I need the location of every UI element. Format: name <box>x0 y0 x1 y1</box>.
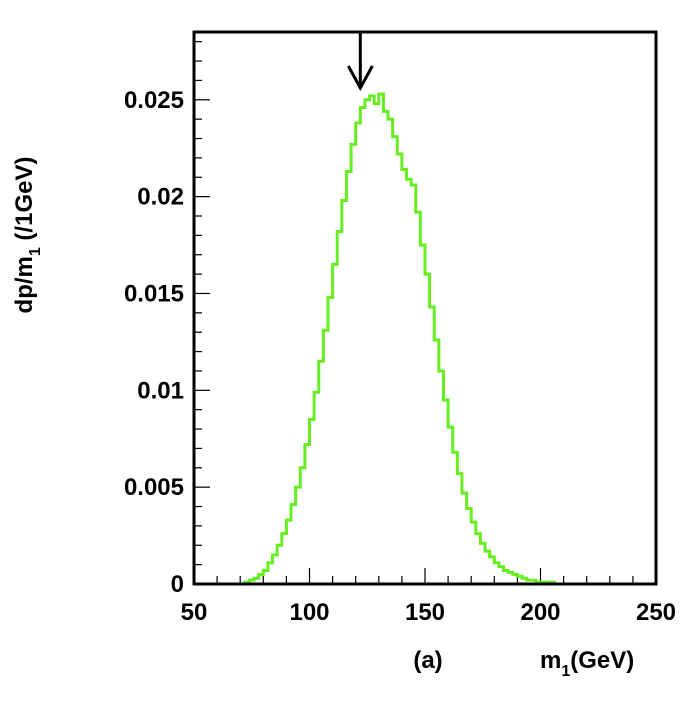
y-minor-ticks <box>194 41 210 585</box>
y-axis-title: dp/m1 (/1GeV) <box>11 157 44 314</box>
y-tick-label: 0.02 <box>137 184 184 211</box>
x-tick-label: 150 <box>405 599 445 626</box>
peak-marker-arrow <box>347 32 374 92</box>
x-tick-label: 100 <box>289 599 329 626</box>
x-tick-label: 250 <box>636 599 676 626</box>
y-tick-label: 0 <box>171 571 184 598</box>
y-tick-label: 0.025 <box>124 87 184 114</box>
y-tick-label: 0.005 <box>124 474 184 501</box>
panel-label: (a) <box>413 647 442 674</box>
y-tick-label: 0.01 <box>137 377 184 404</box>
plot-frame <box>192 30 658 586</box>
histogram-series-line <box>194 92 656 586</box>
y-tick-labels: 0 0.005 0.01 0.015 0.02 0.025 <box>124 87 184 598</box>
marker-head <box>347 65 374 92</box>
x-axis-title: m1(GeV) <box>540 647 634 680</box>
y-tick-label: 0.015 <box>124 280 184 307</box>
x-tick-label: 50 <box>181 599 208 626</box>
x-tick-label: 200 <box>520 599 560 626</box>
x-tick-labels: 50 100 150 200 250 <box>181 599 676 626</box>
